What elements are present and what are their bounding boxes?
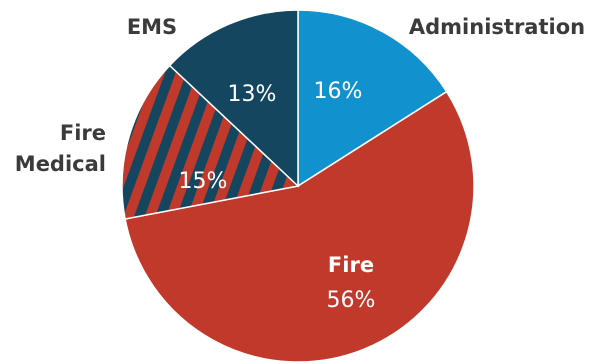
pie-slice-fire-medical [121,64,300,220]
label-fire-inner: Fire [328,253,374,277]
value-label-fire-medical: 15% [179,169,228,194]
value-label-fire: 56% [327,288,376,313]
pie-slice-administration [297,9,448,188]
pie-slices [121,9,475,363]
label-fire-medical-line1: Fire [60,121,106,145]
label-fire-medical-line2: Medical [15,152,106,176]
label-administration: Administration [409,15,585,39]
label-ems: EMS [127,15,177,39]
pie-slice-ems [168,9,299,188]
value-label-ems: 13% [228,82,277,107]
pie-slice-fire [124,90,475,363]
value-label-administration: 16% [314,79,363,104]
